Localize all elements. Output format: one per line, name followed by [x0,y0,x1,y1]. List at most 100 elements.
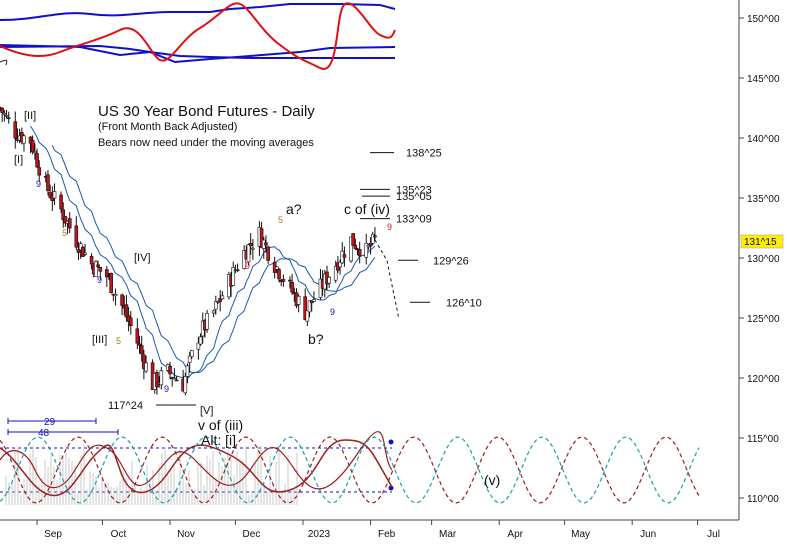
wave-label-a: a? [286,201,302,217]
wave-label-b: b? [308,331,324,347]
cycle-upper-dot [388,439,394,445]
candle-body [248,243,253,246]
candle-body [264,242,268,246]
price-tick-label: 145^00 [747,74,780,85]
candle-body [303,296,307,320]
candle-body [342,254,347,258]
price-axis: 110^00 115^00 120^00 125^00 130^00 135^00 140^… [738,0,784,520]
date-tick-label: Apr [507,529,523,540]
candle-body [312,299,316,302]
count-9-dec: 9 [245,261,250,271]
candle-body [288,279,292,282]
candle-body [231,267,236,286]
wave-label-III: [III] [92,334,107,346]
candle-body [296,296,301,305]
candle-body [52,191,57,199]
candle-body [4,114,9,117]
candle-body [128,317,133,327]
price-tick-label: 120^00 [747,374,780,385]
date-tick-label: Mar [439,529,457,540]
date-tick-label: Jun [640,529,656,540]
candle-body [220,295,225,300]
price-level-label: 117^24 [108,400,143,412]
candle-body [172,377,177,380]
candle-body [113,294,118,297]
price-level-label: 126^10 [446,297,482,309]
candle-body [28,136,33,144]
candle-body [35,153,39,168]
projection-path [374,239,400,320]
candle-body [364,243,369,258]
candle-body [109,273,113,293]
cycle-48-label: 48 [38,428,50,439]
wave-label-v-projected: (v) [484,472,500,488]
candle-body [214,301,218,310]
count-9-sep: 9 [36,179,41,189]
count-9-oct: 9 [97,275,102,285]
count-9-feb: 9 [387,222,392,232]
candle-body [290,281,294,293]
price-level-label: 133^09 [396,214,432,226]
moving-average-fast [30,125,376,379]
cycle-secondary-line [0,431,393,490]
candle-body [96,264,100,268]
wave-label-V: [V] [200,405,213,417]
wave-label-IV: [IV] [134,252,151,264]
candle-body [2,112,7,115]
candle-body [338,261,342,268]
candle-body [22,135,26,144]
candle-body [89,255,94,265]
oscillator-red-line [0,2,396,70]
candle-body [98,267,103,272]
date-tick-label: 2023 [308,529,331,540]
candle-body [198,336,203,345]
candle-body [81,246,85,257]
cycle-wave-red [0,436,700,504]
candle-body [59,194,63,210]
candle-body [46,174,50,191]
count-5-sep: 5 [62,228,67,238]
candlesticks [0,106,377,396]
candle-body [266,246,270,261]
wave-label-c-of-iv: c of (iv) [344,201,390,217]
candle-body [155,372,159,387]
candle-body [105,269,109,278]
date-tick-label: Dec [243,529,261,540]
date-axis: Sep Oct Nov Dec 2023 Feb Mar Apr May Jun Jul [0,519,739,540]
candle-body [63,216,68,224]
date-tick-label: Oct [111,529,127,540]
price-level-label: 135^23 [396,184,432,196]
last-price-box [740,234,784,249]
candle-body [120,294,124,306]
candle-body [205,313,209,330]
wave-label-II: [II] [24,110,36,122]
price-tick-label: 115^00 [747,434,779,445]
price-tick-label: 125^00 [747,314,780,325]
candle-body [94,261,98,277]
date-tick-label: May [571,529,590,540]
oscillator-lower-band [0,44,395,59]
candle-body [33,151,37,153]
candle-body [353,244,358,249]
price-tick-label: 130^00 [747,254,780,265]
wave-label-v-of-iii: v of (iii) [198,417,243,433]
candle-body [281,279,286,282]
count-9-jan: 9 [330,307,335,317]
oscillator-mid-band [0,44,396,64]
candle-body [307,300,312,313]
candle-body [159,370,164,386]
price-tick-label: 150^00 [747,14,780,25]
candle-body [218,297,222,302]
count-5-oct: 5 [116,336,121,346]
candle-body [67,218,72,229]
candle-body [30,140,35,153]
oscillator-upper-band [0,3,396,21]
last-price-marker: 131^15 [740,234,784,249]
cycle-29-label: 29 [44,417,56,428]
candle-body [349,236,353,262]
price-tick-label: 140^00 [747,134,780,145]
candle-body [351,233,355,246]
